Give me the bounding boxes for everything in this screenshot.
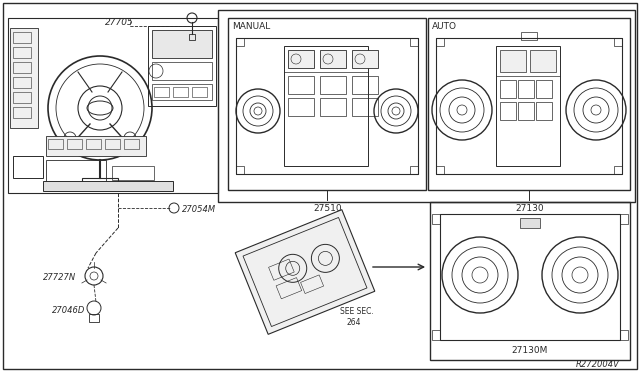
Bar: [352, 76, 378, 94]
Bar: [496, 46, 560, 166]
Bar: [430, 202, 630, 360]
Bar: [192, 87, 207, 97]
Text: 27054M: 27054M: [182, 205, 216, 214]
Bar: [46, 160, 106, 182]
Bar: [13, 32, 31, 43]
Bar: [89, 314, 99, 322]
Bar: [13, 47, 31, 58]
Bar: [440, 214, 620, 340]
Text: AUTO: AUTO: [432, 22, 457, 31]
Text: R272004V: R272004V: [576, 360, 620, 369]
Bar: [620, 330, 628, 340]
Bar: [352, 98, 378, 116]
Bar: [410, 38, 418, 46]
Bar: [428, 18, 630, 190]
Bar: [86, 139, 101, 149]
Bar: [520, 218, 540, 228]
Bar: [436, 166, 444, 174]
Bar: [152, 62, 212, 80]
Bar: [518, 80, 534, 98]
Text: 27130: 27130: [515, 204, 543, 213]
Bar: [288, 76, 314, 94]
Bar: [352, 50, 378, 68]
Bar: [228, 18, 426, 190]
Bar: [189, 34, 195, 40]
Bar: [500, 80, 516, 98]
Bar: [82, 178, 118, 188]
Text: 27130M: 27130M: [512, 346, 548, 355]
Bar: [320, 50, 346, 68]
Bar: [500, 50, 526, 72]
Bar: [13, 77, 31, 88]
Bar: [432, 214, 440, 224]
Bar: [8, 18, 218, 193]
Bar: [288, 50, 314, 68]
Bar: [13, 156, 43, 178]
Bar: [67, 139, 82, 149]
Bar: [530, 50, 556, 72]
Bar: [436, 38, 622, 174]
Bar: [521, 32, 537, 40]
Bar: [518, 102, 534, 120]
Bar: [112, 166, 154, 180]
Bar: [154, 87, 169, 97]
Text: MANUAL: MANUAL: [232, 22, 270, 31]
Bar: [105, 139, 120, 149]
Bar: [152, 30, 212, 58]
Bar: [13, 107, 31, 118]
Text: 264: 264: [347, 318, 362, 327]
Bar: [13, 62, 31, 73]
Bar: [288, 98, 314, 116]
Bar: [152, 84, 212, 100]
Bar: [46, 136, 146, 156]
Bar: [236, 166, 244, 174]
Bar: [10, 28, 38, 128]
Bar: [536, 80, 552, 98]
Text: 27510: 27510: [313, 204, 342, 213]
Polygon shape: [236, 210, 375, 334]
Bar: [284, 46, 368, 166]
Bar: [614, 38, 622, 46]
Bar: [124, 139, 139, 149]
Bar: [236, 38, 244, 46]
Bar: [436, 38, 444, 46]
Bar: [536, 102, 552, 120]
Bar: [614, 166, 622, 174]
Bar: [620, 214, 628, 224]
Bar: [13, 92, 31, 103]
Bar: [410, 166, 418, 174]
Bar: [500, 102, 516, 120]
Bar: [148, 26, 216, 106]
Bar: [432, 330, 440, 340]
Bar: [173, 87, 188, 97]
Bar: [48, 139, 63, 149]
Text: 27046D: 27046D: [52, 306, 85, 315]
Text: 27705: 27705: [105, 18, 134, 27]
Text: 27727N: 27727N: [43, 273, 76, 282]
Bar: [218, 10, 635, 202]
Bar: [320, 98, 346, 116]
Bar: [320, 76, 346, 94]
Bar: [43, 181, 173, 191]
Text: SEE SEC.: SEE SEC.: [340, 307, 374, 316]
Bar: [236, 38, 418, 174]
